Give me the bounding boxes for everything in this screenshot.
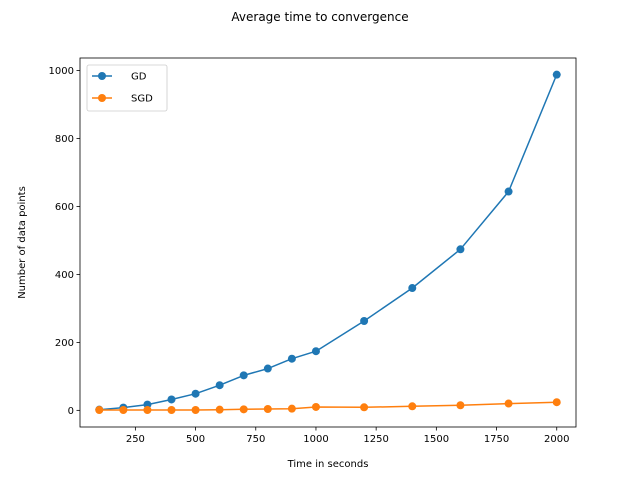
data-point-gd [311, 347, 320, 356]
data-point-sgd [239, 405, 248, 414]
legend-marker-gd [98, 72, 106, 80]
data-point-sgd [143, 406, 152, 415]
data-point-sgd [167, 406, 176, 415]
legend-entry-sgd: SGD [92, 94, 153, 105]
data-point-gd [191, 389, 200, 398]
data-point-gd [215, 381, 224, 390]
x-axis-title: Time in seconds [287, 459, 369, 470]
x-tick-label: 1500 [424, 434, 449, 445]
axes-frame [79, 57, 577, 428]
y-tick-label: 800 [55, 134, 74, 145]
data-point-gd [552, 70, 561, 79]
y-tick-label: 200 [55, 338, 74, 349]
y-tick-label: 1000 [49, 66, 74, 77]
data-point-sgd [311, 402, 320, 411]
data-point-sgd [95, 406, 104, 415]
data-point-gd [287, 354, 296, 363]
data-point-gd [504, 187, 513, 196]
data-point-sgd [119, 406, 128, 415]
x-tick-label: 2000 [544, 434, 569, 445]
data-point-gd [239, 371, 248, 380]
data-point-sgd [552, 398, 561, 407]
data-point-gd [456, 245, 465, 254]
x-tick-label: 500 [186, 434, 205, 445]
series-sgd [95, 398, 561, 415]
y-tick-label: 600 [55, 202, 74, 213]
data-point-sgd [287, 404, 296, 413]
data-point-gd [263, 364, 272, 373]
data-point-sgd [456, 401, 465, 410]
x-axis: 250 500 750 1000 1250 1500 1750 2000 [126, 427, 569, 445]
x-tick-label: 1750 [484, 434, 509, 445]
y-axis: 0 200 400 600 800 1000 [49, 66, 80, 417]
data-point-sgd [408, 402, 417, 411]
data-point-sgd [263, 404, 272, 413]
legend-entry-gd: GD [92, 72, 147, 83]
x-tick-label: 1000 [303, 434, 328, 445]
data-point-sgd [360, 403, 369, 412]
series-layer [95, 70, 561, 415]
legend-marker-sgd [98, 94, 106, 102]
legend-label-sgd: SGD [131, 94, 153, 105]
legend-label-gd: GD [131, 72, 147, 83]
data-point-sgd [504, 399, 513, 408]
y-tick-label: 0 [68, 406, 74, 417]
plot-area [79, 57, 577, 428]
x-tick-label: 1250 [363, 434, 388, 445]
legend-box [86, 64, 168, 112]
data-point-gd [167, 395, 176, 404]
data-point-gd [360, 316, 369, 325]
data-point-gd [408, 284, 417, 293]
data-point-sgd [215, 405, 224, 414]
chart-title: Average time to convergence [231, 10, 408, 24]
y-axis-title: Number of data points [17, 186, 28, 299]
legend: GD SGD [86, 64, 168, 112]
data-point-sgd [191, 406, 200, 415]
y-tick-label: 400 [55, 270, 74, 281]
x-tick-label: 750 [246, 434, 265, 445]
x-tick-label: 250 [126, 434, 145, 445]
